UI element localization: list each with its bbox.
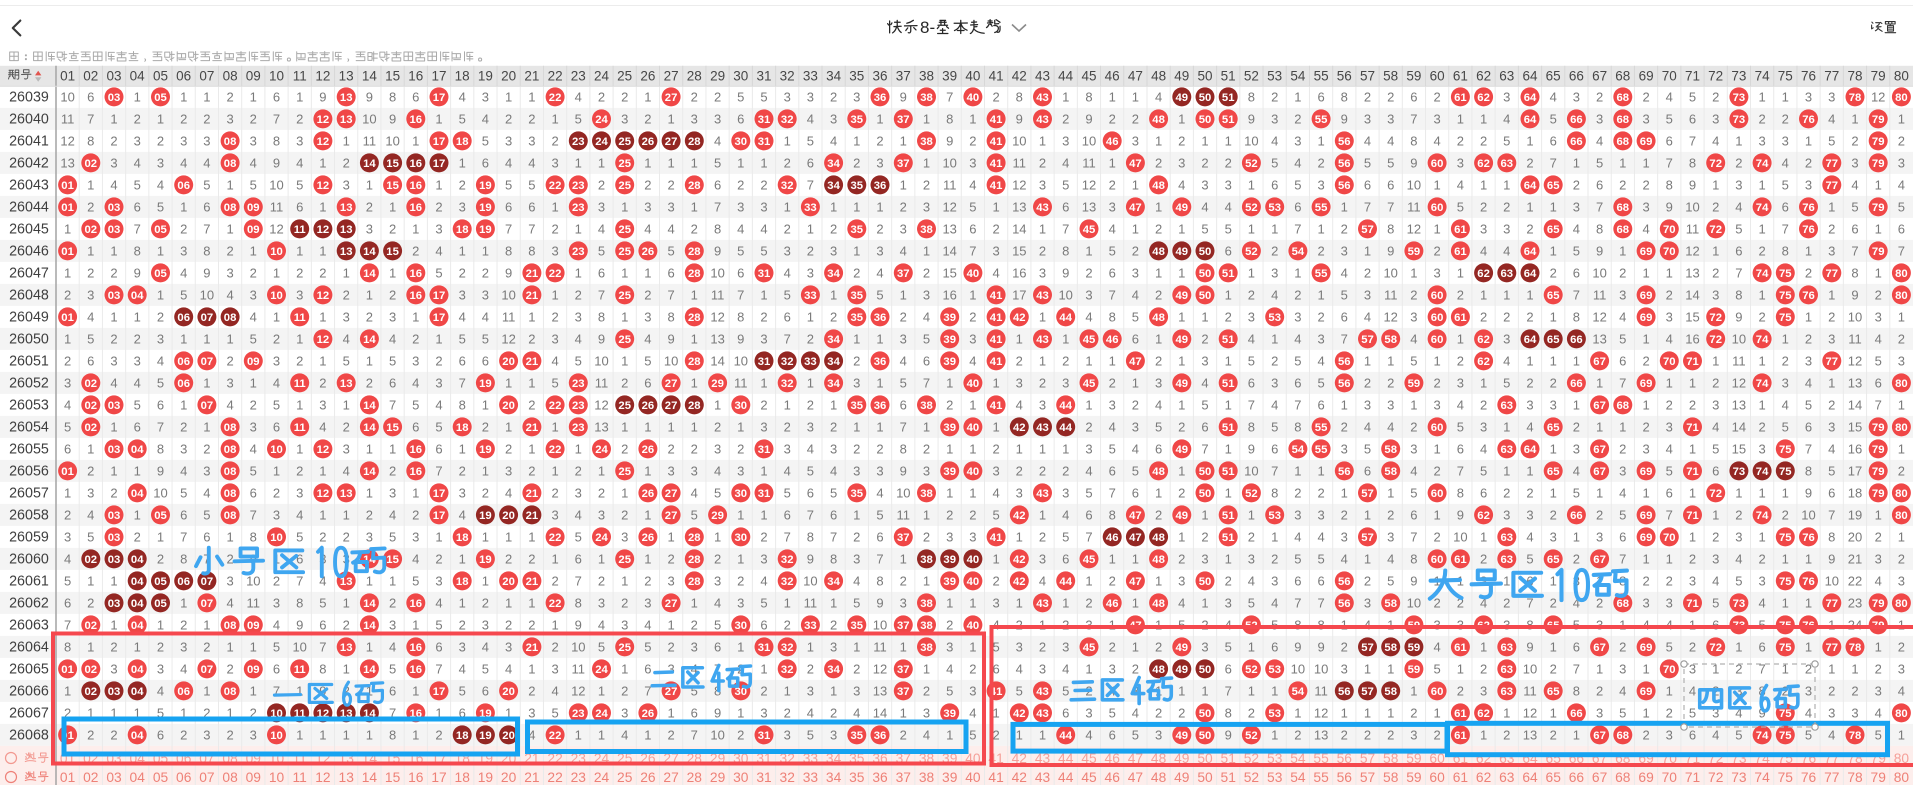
svg-text:26044: 26044 bbox=[9, 200, 49, 216]
svg-text:26040: 26040 bbox=[9, 112, 49, 128]
svg-text:26064: 26064 bbox=[9, 640, 49, 656]
svg-text:26047: 26047 bbox=[9, 266, 49, 282]
svg-text:26060: 26060 bbox=[9, 552, 49, 568]
svg-text:26039: 26039 bbox=[9, 90, 49, 106]
svg-text:26048: 26048 bbox=[9, 288, 49, 304]
svg-text:26042: 26042 bbox=[9, 156, 49, 172]
svg-text:26066: 26066 bbox=[9, 684, 49, 700]
svg-text:26065: 26065 bbox=[9, 662, 49, 678]
svg-text:26043: 26043 bbox=[9, 178, 49, 194]
svg-text:26052: 26052 bbox=[9, 376, 49, 392]
svg-text:26062: 26062 bbox=[9, 596, 49, 612]
svg-text:26046: 26046 bbox=[9, 244, 49, 260]
svg-text:26049: 26049 bbox=[9, 310, 49, 326]
svg-text:26053: 26053 bbox=[9, 398, 49, 414]
svg-text:26050: 26050 bbox=[9, 332, 49, 348]
svg-text:26068: 26068 bbox=[9, 728, 49, 744]
svg-text:26058: 26058 bbox=[9, 508, 49, 524]
svg-text:26063: 26063 bbox=[9, 618, 49, 634]
svg-text:26056: 26056 bbox=[9, 464, 49, 480]
svg-text:26059: 26059 bbox=[9, 530, 49, 546]
svg-text:26051: 26051 bbox=[9, 354, 49, 370]
svg-text:26057: 26057 bbox=[9, 486, 49, 502]
svg-text:26055: 26055 bbox=[9, 442, 49, 458]
svg-text:8-: 8- bbox=[920, 18, 935, 37]
svg-text:26054: 26054 bbox=[9, 420, 49, 436]
svg-text:26061: 26061 bbox=[9, 574, 49, 590]
svg-text:26041: 26041 bbox=[9, 134, 49, 150]
svg-text:26067: 26067 bbox=[9, 706, 49, 722]
svg-text:26045: 26045 bbox=[9, 222, 49, 238]
